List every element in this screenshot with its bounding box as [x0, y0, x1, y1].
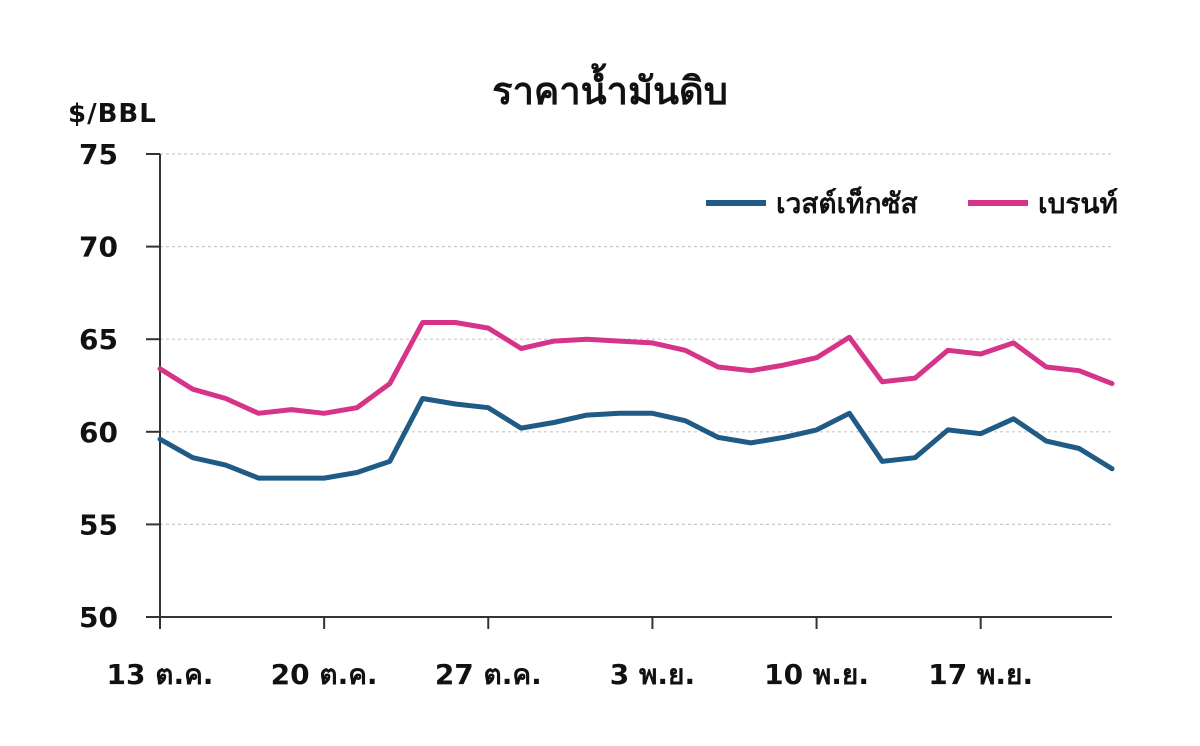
- x-tick-label: 27 ต.ค.: [435, 658, 542, 691]
- chart-title: ราคาน้ำมันดิบ: [492, 63, 728, 113]
- y-tick-label: 65: [79, 323, 118, 356]
- y-tick-label: 75: [79, 138, 118, 171]
- x-tick-label: 10 พ.ย.: [764, 658, 869, 691]
- y-tick-labels: 50 55 60 65 70 75: [79, 138, 118, 634]
- legend-label-1: เบรนท์: [1038, 187, 1118, 220]
- legend-label-0: เวสต์เท็กซัส: [776, 186, 919, 220]
- x-tick-label: 20 ต.ค.: [271, 658, 378, 691]
- x-tick-label: 3 พ.ย.: [610, 658, 695, 691]
- y-tick-label: 60: [79, 416, 118, 449]
- y-axis-unit-label: $/BBL: [68, 99, 157, 129]
- y-tick-label: 55: [79, 508, 118, 541]
- x-tick-labels: 13 ต.ค. 20 ต.ค. 27 ต.ค. 3 พ.ย. 10 พ.ย. 17 พ.ย…: [107, 658, 1034, 691]
- axes: [146, 153, 1112, 629]
- series-line-0: [157, 396, 1115, 481]
- gridlines: [160, 153, 1112, 526]
- legend: เวสต์เท็กซัส เบรนท์: [706, 186, 1118, 220]
- series-lines: [157, 320, 1115, 481]
- x-tick-label: 17 พ.ย.: [928, 658, 1033, 691]
- y-tick-label: 50: [79, 601, 118, 634]
- series-line-1: [157, 320, 1115, 416]
- x-tick-label: 13 ต.ค.: [107, 658, 214, 691]
- y-tick-label: 70: [79, 231, 118, 264]
